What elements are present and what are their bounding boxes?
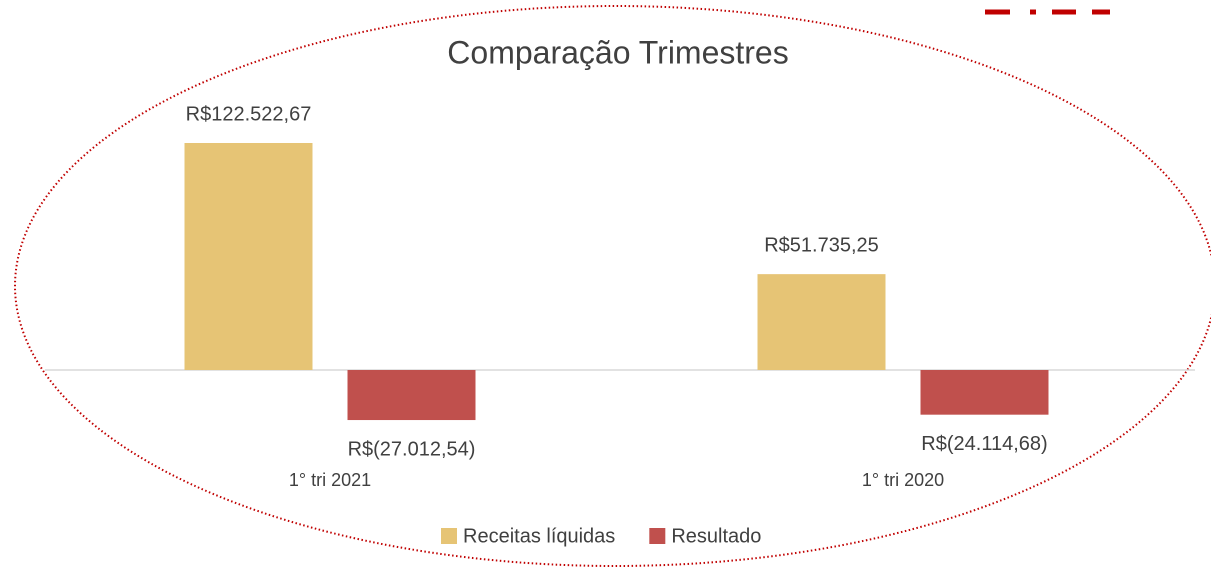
data-label: R$122.522,67 xyxy=(186,103,312,125)
bar xyxy=(920,370,1049,415)
x-tick-label: 1° tri 2020 xyxy=(862,470,944,490)
bar xyxy=(184,143,313,370)
chart-title: Comparação Trimestres xyxy=(447,34,788,70)
bar xyxy=(757,274,886,370)
data-label: R$51.735,25 xyxy=(764,234,879,256)
legend-swatch xyxy=(441,528,457,544)
x-tick-label: 1° tri 2021 xyxy=(289,470,371,490)
data-label: R$(27.012,54) xyxy=(348,438,476,460)
bar xyxy=(347,370,476,421)
frame-ellipse xyxy=(14,5,1211,567)
data-label: R$(24.114,68) xyxy=(921,433,1047,455)
legend-swatch xyxy=(649,528,666,544)
legend-label: Receitas líquidas xyxy=(463,525,615,547)
legend-label: Resultado xyxy=(671,525,761,547)
